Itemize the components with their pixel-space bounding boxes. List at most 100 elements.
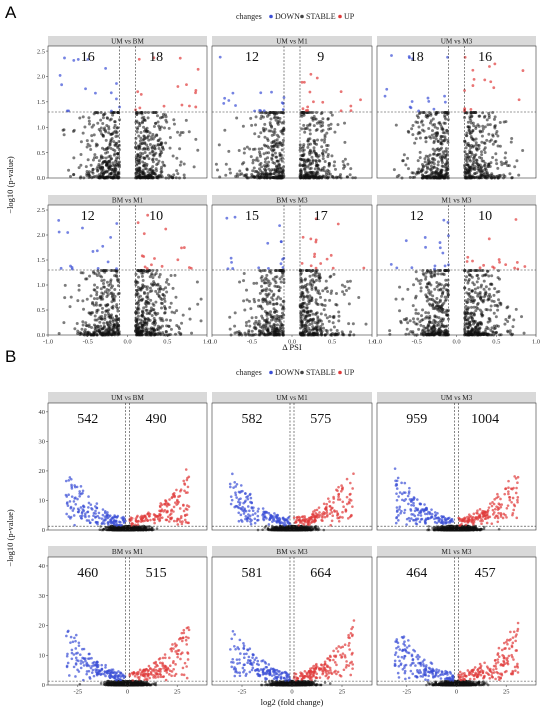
stable-point	[498, 120, 502, 124]
stable-point	[482, 171, 486, 175]
stable-point	[278, 176, 282, 180]
stable-point	[422, 111, 426, 115]
stable-point	[85, 297, 89, 301]
stable-point	[90, 139, 94, 143]
stable-point	[435, 285, 439, 289]
stable-point	[422, 324, 426, 328]
stable-point	[440, 306, 444, 310]
stable-point	[249, 155, 253, 159]
stable-point	[140, 331, 144, 335]
down-point	[385, 87, 389, 91]
stable-point	[436, 331, 440, 335]
stable-point	[436, 176, 440, 180]
stable-point	[154, 151, 158, 155]
up-point	[471, 68, 475, 72]
stable-point	[466, 155, 470, 159]
stable-point	[102, 128, 106, 132]
stable-point	[255, 281, 259, 285]
stable-point	[104, 526, 108, 529]
stable-point	[85, 169, 89, 173]
stable-point	[425, 115, 429, 119]
stable-point	[300, 294, 304, 298]
stable-point	[466, 152, 470, 156]
stable-point	[117, 140, 121, 144]
down-point	[87, 519, 91, 522]
up-point	[176, 258, 180, 262]
stable-point	[167, 324, 171, 328]
stable-point	[301, 286, 305, 290]
up-point	[513, 266, 517, 270]
stable-point	[273, 127, 277, 131]
y-tick-label: 2.5	[37, 48, 45, 55]
stable-point	[266, 333, 270, 337]
stable-point	[311, 269, 315, 272]
stable-point	[326, 290, 330, 294]
stable-point	[148, 286, 152, 290]
stable-point	[148, 318, 152, 322]
stable-point	[72, 156, 76, 160]
stable-point	[265, 317, 269, 321]
stable-point	[314, 172, 318, 176]
stable-point	[397, 173, 401, 177]
stable-point	[342, 333, 346, 337]
stable-point	[496, 144, 500, 148]
stable-point	[445, 309, 449, 313]
stable-point	[261, 115, 265, 119]
stable-point	[150, 150, 154, 154]
stable-point	[165, 278, 169, 282]
stable-point	[81, 131, 85, 135]
stable-point	[413, 175, 417, 179]
down-point	[231, 91, 235, 95]
stable-point	[144, 528, 148, 532]
stable-point	[242, 272, 246, 276]
stable-point	[327, 123, 331, 127]
stable-point	[142, 163, 146, 167]
stable-point	[312, 175, 316, 179]
up-point	[138, 106, 142, 110]
stable-point	[248, 147, 252, 151]
stable-point	[348, 279, 352, 283]
stable-point	[443, 284, 447, 288]
stable-point	[406, 321, 410, 325]
down-point	[75, 485, 79, 489]
stable-point	[141, 152, 145, 156]
stable-point	[280, 329, 284, 333]
stable-point	[161, 146, 165, 150]
stable-point	[165, 120, 169, 124]
stable-point	[306, 143, 310, 147]
up-point	[309, 237, 313, 241]
stable-point	[309, 166, 313, 170]
stable-point	[80, 327, 84, 331]
stable-point	[278, 166, 282, 170]
stable-point	[76, 329, 80, 333]
up-count: 18	[149, 50, 163, 65]
stable-point	[343, 140, 347, 144]
facet-strip	[212, 36, 372, 46]
stable-point	[81, 323, 85, 327]
stable-point	[182, 162, 186, 166]
stable-point	[504, 318, 508, 322]
stable-point	[276, 145, 280, 149]
stable-point	[343, 121, 347, 125]
stable-point	[414, 294, 418, 298]
stable-point	[429, 327, 433, 331]
down-point	[115, 97, 118, 101]
y-tick-label: 0.0	[37, 175, 45, 182]
stable-point	[312, 280, 316, 284]
down-point	[438, 241, 442, 244]
stable-point	[328, 275, 332, 279]
stable-point	[471, 164, 475, 168]
stable-point	[104, 309, 108, 313]
down-point	[57, 230, 61, 234]
stable-point	[318, 159, 322, 163]
stable-point	[82, 176, 86, 180]
stable-point	[105, 280, 109, 284]
stable-point	[93, 318, 97, 322]
stable-point	[254, 327, 258, 331]
stable-point	[332, 272, 336, 276]
stable-point	[470, 136, 474, 140]
y-tick-label: 0.5	[37, 307, 45, 314]
stable-point	[415, 277, 419, 281]
stable-point	[314, 159, 318, 163]
